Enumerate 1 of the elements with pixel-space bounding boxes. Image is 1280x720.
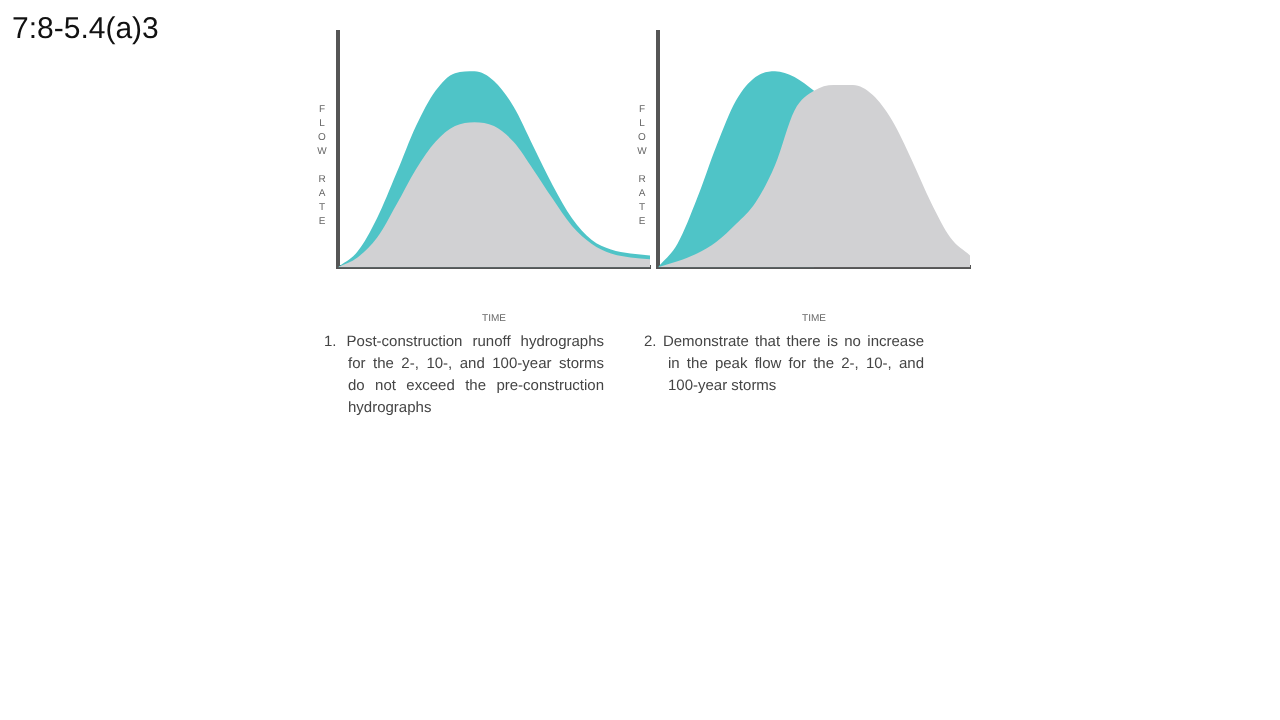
text: 7:8-5.4(a)3 — [12, 12, 159, 46]
